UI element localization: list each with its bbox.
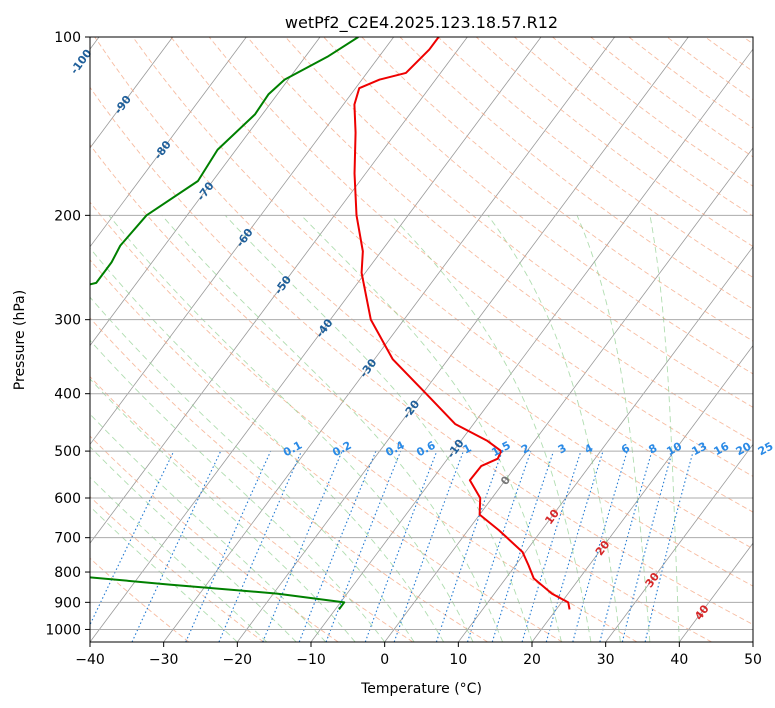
x-tick-label: −20 xyxy=(223,652,253,668)
x-tick-label: −10 xyxy=(296,652,326,668)
moist-adiabat-line xyxy=(90,446,297,642)
mixing-ratio-line xyxy=(262,450,343,642)
mixing-ratio-line xyxy=(599,450,653,642)
mixing-ratio-label: 13 xyxy=(690,440,710,459)
x-axis-label: Temperature (°C) xyxy=(360,681,482,697)
isotherm-line xyxy=(605,443,753,642)
y-tick-label: 200 xyxy=(54,208,81,224)
y-tick-label: 600 xyxy=(54,491,81,507)
y-tick-label: 900 xyxy=(54,595,81,611)
y-tick-label: 1000 xyxy=(45,622,81,638)
y-tick-label: 800 xyxy=(54,565,81,581)
x-tick-label: 30 xyxy=(597,652,615,668)
isotherm-line xyxy=(458,246,753,642)
isotherm-line xyxy=(90,37,395,446)
dry-adiabat-line xyxy=(246,37,753,442)
dry-adiabat-line xyxy=(90,557,190,642)
mixing-ratio-line xyxy=(435,450,503,642)
dry-adiabat-line xyxy=(170,37,753,513)
moist-adiabat-line xyxy=(576,215,651,642)
dry-adiabat-line xyxy=(90,317,488,642)
dry-adiabat-line xyxy=(90,144,712,642)
mixing-ratio-line xyxy=(572,450,628,642)
chart-title: wetPf2_C2E4.2025.123.18.57.R12 xyxy=(285,13,558,33)
axes: −40 −30 −20 −10 0 10 20 30 40 50 100 200 300 400 500 60… xyxy=(45,30,762,668)
y-tick-label: 700 xyxy=(54,531,81,547)
temperature-profile xyxy=(353,37,571,610)
mixing-ratio-line xyxy=(325,450,402,642)
x-tick-label: 20 xyxy=(523,652,541,668)
x-tick-label: 50 xyxy=(744,652,762,668)
isotherm-line xyxy=(90,37,247,248)
mixing-ratio-line xyxy=(298,450,377,642)
moist-adiabat-line xyxy=(90,339,386,642)
moist-adiabat-line xyxy=(90,247,444,642)
isotherm-line xyxy=(90,37,468,544)
dry-adiabat-line xyxy=(90,375,414,642)
moist-adiabat-line xyxy=(108,215,474,642)
x-tick-label: 40 xyxy=(670,652,688,668)
y-tick-label: 300 xyxy=(54,313,81,329)
mixing-ratio-label: 20 xyxy=(734,439,754,458)
x-tick-label: −40 xyxy=(75,652,105,668)
mixing-ratio-label: 25 xyxy=(756,440,775,459)
sounding-profiles xyxy=(90,37,571,610)
moist-adiabat-line xyxy=(90,378,356,642)
isotherm-line xyxy=(90,37,321,347)
y-axis-label: Pressure (hPa) xyxy=(12,290,28,390)
background-lines xyxy=(90,37,753,642)
y-tick-label: 500 xyxy=(54,444,81,460)
y-tick-label: 400 xyxy=(54,387,81,403)
dry-adiabat-line xyxy=(90,86,753,626)
mixing-ratio-line xyxy=(545,450,604,642)
moist-adiabat-line xyxy=(300,215,562,642)
mixing-ratio-line xyxy=(218,450,303,642)
mixing-ratio-line xyxy=(621,450,673,642)
y-tick-label: 100 xyxy=(54,30,81,46)
mixing-ratio-label: 16 xyxy=(712,439,732,458)
mixing-ratio-line xyxy=(364,450,438,642)
dry-adiabat-line xyxy=(132,37,753,550)
moist-adiabat-line xyxy=(90,413,327,642)
isotherm-line xyxy=(237,37,689,642)
mixing-ratio-line xyxy=(185,450,272,642)
dry-adiabat-line xyxy=(90,259,563,642)
moist-adiabat-line xyxy=(649,215,680,642)
dry-adiabat-line xyxy=(361,37,753,342)
isotherm-line xyxy=(90,37,542,642)
mixing-ratio-line xyxy=(393,450,464,642)
moist-adiabat-line xyxy=(161,215,503,642)
moist-adiabat-line xyxy=(487,215,621,642)
mixing-ratio-label: 10 xyxy=(664,439,684,458)
isotherm-line xyxy=(163,37,616,642)
isobar-gridlines xyxy=(90,37,753,630)
isotherm-line xyxy=(531,344,753,642)
isotherm-line xyxy=(90,37,174,149)
plot-frame xyxy=(89,36,754,643)
dewpoint-profile xyxy=(90,37,359,610)
dry-adiabat-line xyxy=(208,37,753,477)
moist-adiabat-line xyxy=(90,476,268,642)
moist-adiabat-line xyxy=(90,296,415,642)
mixing-ratio-line xyxy=(491,450,555,642)
x-tick-label: 0 xyxy=(380,652,389,668)
isotherm-line xyxy=(384,147,753,642)
mixing-ratio-line xyxy=(521,450,582,642)
dry-adiabat-line xyxy=(399,37,753,310)
moist-adiabat-line xyxy=(224,215,533,642)
mixing-ratio-line xyxy=(466,450,532,642)
moist-adiabat-line xyxy=(390,215,592,642)
moist-adiabat-line xyxy=(90,505,238,642)
plot-background xyxy=(90,37,753,642)
x-tick-label: −30 xyxy=(149,652,179,668)
mixing-ratio-line xyxy=(644,450,694,642)
x-tick-label: 10 xyxy=(449,652,467,668)
dry-adiabat-line xyxy=(90,435,339,642)
